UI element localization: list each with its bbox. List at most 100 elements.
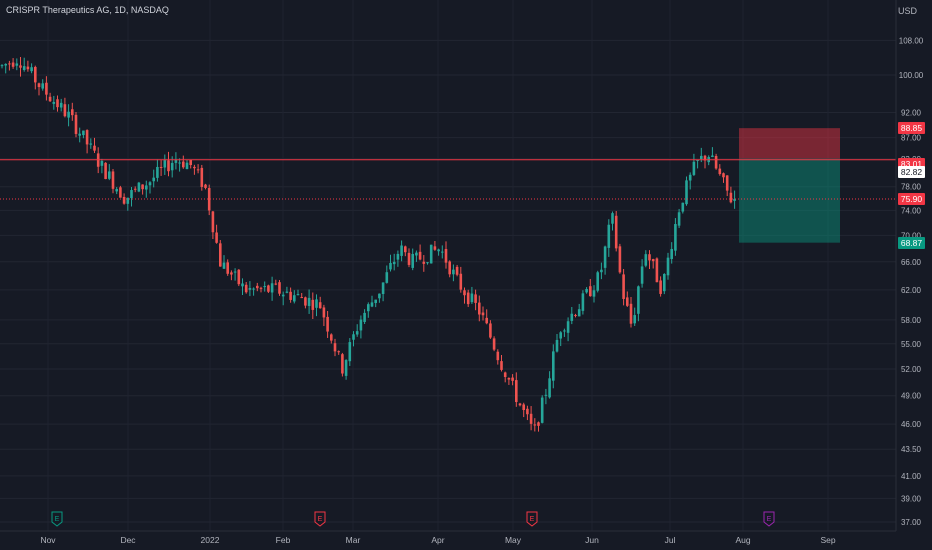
time-axis-label: Jul bbox=[665, 535, 676, 545]
candle bbox=[589, 278, 592, 297]
candle bbox=[108, 164, 111, 181]
candlestick-series bbox=[0, 57, 736, 432]
candle bbox=[478, 295, 481, 322]
candle bbox=[533, 418, 537, 432]
candle bbox=[281, 291, 285, 306]
candle bbox=[389, 254, 392, 272]
candle bbox=[122, 193, 126, 205]
candle bbox=[48, 92, 52, 103]
candle bbox=[663, 273, 666, 295]
time-axis-label: Sep bbox=[820, 535, 835, 545]
earnings-event-icon[interactable]: E bbox=[526, 511, 538, 527]
candle bbox=[577, 303, 581, 317]
earnings-event-icon[interactable]: E bbox=[314, 511, 326, 527]
candle bbox=[729, 186, 733, 204]
candle bbox=[26, 60, 30, 72]
time-axis-label: Feb bbox=[276, 535, 291, 545]
target-price-tag: 68.87 bbox=[898, 236, 925, 249]
candle bbox=[607, 219, 611, 257]
price-axis-tick: 49.00 bbox=[901, 392, 922, 401]
price-axis-tick: 74.00 bbox=[901, 206, 922, 215]
symbol-title[interactable]: CRISPR Therapeutics AG, 1D, NASDAQ bbox=[6, 5, 169, 15]
candle bbox=[337, 350, 340, 355]
candle bbox=[133, 186, 137, 193]
time-axis-label: Apr bbox=[431, 535, 444, 545]
candle bbox=[503, 371, 507, 383]
candle bbox=[233, 268, 237, 281]
candle bbox=[688, 172, 692, 190]
candle bbox=[611, 211, 614, 231]
candle bbox=[185, 159, 189, 170]
candle bbox=[56, 95, 59, 112]
candle bbox=[30, 63, 33, 74]
candle bbox=[463, 287, 466, 304]
candle bbox=[626, 291, 629, 308]
candle bbox=[422, 255, 426, 272]
candle bbox=[674, 218, 677, 256]
candle bbox=[256, 282, 259, 292]
candle bbox=[466, 289, 470, 307]
candle bbox=[322, 304, 326, 327]
candle bbox=[681, 202, 685, 214]
candle bbox=[411, 248, 414, 271]
candle bbox=[0, 64, 4, 69]
candle bbox=[200, 164, 204, 191]
earnings-event-icon[interactable]: E bbox=[51, 511, 63, 527]
candle bbox=[444, 241, 448, 269]
candle bbox=[600, 262, 603, 280]
candle bbox=[285, 286, 289, 294]
candle bbox=[196, 164, 200, 174]
time-axis: Nov Dec 2022 Feb Mar Apr May Jun Jul Aug Sep bbox=[40, 535, 835, 545]
stop-loss-zone[interactable] bbox=[739, 128, 840, 159]
candle bbox=[459, 266, 463, 293]
candle bbox=[733, 190, 736, 209]
candle bbox=[718, 164, 722, 176]
candle bbox=[115, 186, 118, 195]
candle bbox=[418, 244, 422, 261]
candle bbox=[37, 82, 41, 96]
candle bbox=[148, 181, 152, 194]
price-axis-tick: 92.00 bbox=[901, 108, 922, 117]
candle bbox=[648, 250, 651, 269]
candle bbox=[404, 245, 407, 257]
candle bbox=[441, 245, 444, 259]
candle bbox=[540, 395, 544, 424]
candle bbox=[570, 306, 574, 325]
candle bbox=[252, 287, 255, 296]
candle bbox=[111, 169, 115, 194]
candle bbox=[63, 97, 67, 118]
candle bbox=[307, 289, 311, 314]
candle bbox=[119, 185, 122, 198]
price-axis-tick: 46.00 bbox=[901, 420, 922, 429]
candle bbox=[330, 333, 333, 344]
candle bbox=[219, 240, 222, 267]
candle bbox=[278, 280, 281, 296]
candle bbox=[666, 252, 670, 280]
candle bbox=[344, 359, 348, 380]
candle bbox=[333, 338, 337, 357]
time-axis-label: Mar bbox=[346, 535, 361, 545]
candle bbox=[41, 79, 44, 91]
candle bbox=[326, 311, 329, 338]
earnings-event-icon[interactable]: E bbox=[763, 511, 775, 527]
price-axis-tick: 78.00 bbox=[901, 183, 922, 192]
candle bbox=[722, 172, 725, 183]
price-axis-tick: 62.00 bbox=[901, 286, 922, 295]
candle bbox=[548, 371, 551, 399]
candle bbox=[644, 250, 648, 268]
candle bbox=[485, 309, 488, 325]
candle bbox=[370, 295, 374, 308]
candle bbox=[407, 248, 411, 268]
candle bbox=[677, 208, 681, 229]
candle bbox=[685, 176, 688, 206]
svg-text:E: E bbox=[767, 516, 772, 523]
candle bbox=[374, 299, 377, 308]
candle bbox=[574, 313, 577, 318]
candle bbox=[489, 320, 492, 339]
candle bbox=[11, 58, 15, 69]
candle bbox=[300, 292, 303, 299]
take-profit-zone[interactable] bbox=[739, 158, 840, 243]
candle bbox=[544, 388, 548, 405]
candle bbox=[15, 58, 19, 71]
